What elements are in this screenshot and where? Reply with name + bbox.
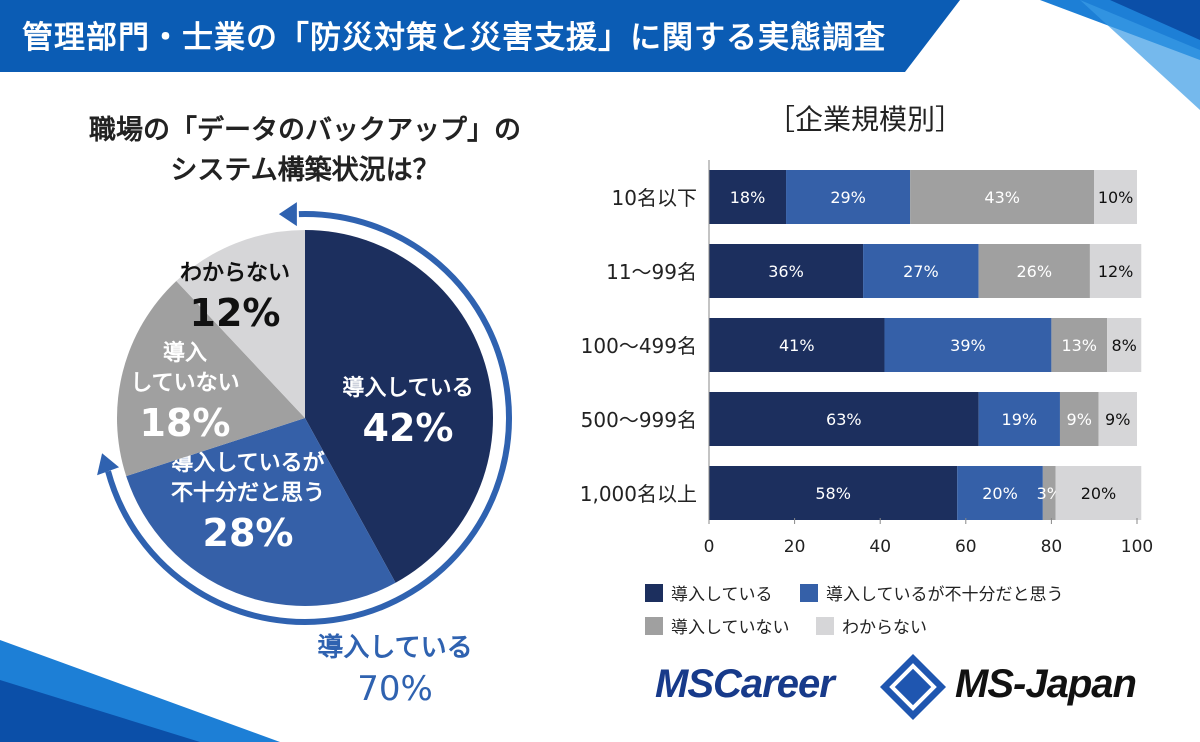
arrow-label: 導入している bbox=[317, 632, 472, 663]
pie-title-line-1: 職場の「データのバックアップ」の bbox=[89, 115, 521, 146]
bar-segment bbox=[709, 392, 979, 446]
data-label: 26% bbox=[1016, 262, 1052, 281]
legend-label: 導入していない bbox=[671, 618, 790, 638]
pie-slice-3 bbox=[176, 230, 305, 418]
bar-segment bbox=[1089, 244, 1142, 298]
data-label: 20% bbox=[1081, 484, 1117, 503]
bar-segment bbox=[978, 392, 1060, 446]
bar-segment bbox=[957, 466, 1043, 520]
bar-segment bbox=[709, 466, 958, 520]
pie-chart: 導入している 42% 導入しているが不十分だと思う 28% 導入していない 18% わからな… bbox=[97, 202, 512, 709]
bar-segment bbox=[709, 170, 787, 224]
bar-segment bbox=[1059, 392, 1099, 446]
pie-slice-label: 導入しているが bbox=[171, 450, 324, 476]
data-label: 3% bbox=[1037, 484, 1062, 503]
arrow-arc bbox=[105, 211, 512, 625]
bar-segment bbox=[1107, 318, 1142, 372]
x-tick-label: 100 bbox=[1121, 537, 1153, 557]
legend-label: 導入している bbox=[671, 585, 773, 605]
data-label: 18% bbox=[730, 188, 766, 207]
header-banner: 管理部門・士業の「防災対策と災害支援」に関する実態調査 bbox=[0, 0, 960, 72]
legend-item-2: 導入していない bbox=[645, 613, 790, 638]
bar-segment bbox=[1042, 466, 1056, 520]
legend-item-0: 導入している bbox=[645, 580, 773, 605]
legend-item-1: 導入しているが不十分だと思う bbox=[800, 580, 1064, 605]
category-label: 100～499名 bbox=[581, 334, 697, 358]
data-label: 29% bbox=[830, 188, 866, 207]
bar-segment bbox=[863, 244, 979, 298]
bar-segment bbox=[910, 170, 1095, 224]
pie-slice-1 bbox=[126, 418, 396, 606]
pie-slice-label: わからない bbox=[180, 261, 290, 286]
mscareer-logo: MSCareer bbox=[655, 662, 835, 706]
pie-slice-label: 不十分だと思う bbox=[171, 481, 325, 506]
data-label: 58% bbox=[815, 484, 851, 503]
data-label: 9% bbox=[1067, 410, 1092, 429]
bar-segment bbox=[1094, 170, 1137, 224]
legend-label: わからない bbox=[842, 618, 927, 638]
x-tick-label: 60 bbox=[955, 537, 977, 557]
pie-slice-value: 42% bbox=[363, 406, 454, 450]
category-label: 1,000名以上 bbox=[580, 482, 697, 506]
data-label: 27% bbox=[903, 262, 939, 281]
pie-title-line-2: システム構築状況は？ bbox=[170, 155, 440, 186]
arrow-value: 70% bbox=[357, 669, 433, 709]
pie-slice-value: 18% bbox=[140, 401, 231, 445]
category-label: 500～999名 bbox=[581, 408, 697, 432]
bar-segment bbox=[1051, 318, 1108, 372]
ms-japan-diamond-logo bbox=[880, 654, 946, 720]
corner-decoration bbox=[1040, 0, 1200, 110]
data-label: 63% bbox=[826, 410, 862, 429]
bottom-left-decoration bbox=[0, 640, 280, 742]
bar-chart-title: ［企業規模別］ bbox=[766, 103, 963, 136]
page-title: 管理部門・士業の「防災対策と災害支援」に関する実態調査 bbox=[22, 20, 886, 56]
ms-japan-logo: MS-Japan bbox=[955, 662, 1137, 706]
arrow-head-top-icon bbox=[278, 202, 297, 227]
data-label: 41% bbox=[779, 336, 815, 355]
data-label: 39% bbox=[950, 336, 986, 355]
arrow-head-bottom-icon bbox=[97, 453, 120, 476]
data-label: 36% bbox=[768, 262, 804, 281]
data-label: 19% bbox=[1002, 410, 1038, 429]
data-label: 13% bbox=[1061, 336, 1097, 355]
bar-chart: 10名以下 18% 29% 43% 10% 11～99名 36% 27% 26% 12% 100～4… bbox=[580, 160, 1153, 557]
x-tick-label: 40 bbox=[869, 537, 891, 557]
legend-label: 導入しているが不十分だと思う bbox=[826, 585, 1064, 605]
data-label: 8% bbox=[1111, 336, 1136, 355]
bar-segment bbox=[884, 318, 1052, 372]
pie-slice-label: していない bbox=[130, 371, 239, 396]
legend-item-3: わからない bbox=[816, 613, 927, 638]
pie-slice-label: 導入している bbox=[342, 375, 473, 401]
bar-segment bbox=[1055, 466, 1142, 520]
pie-slice-value: 12% bbox=[190, 291, 281, 335]
x-tick-label: 80 bbox=[1041, 537, 1063, 557]
x-tick-label: 20 bbox=[784, 537, 806, 557]
bar-segment bbox=[978, 244, 1090, 298]
category-label: 10名以下 bbox=[612, 186, 697, 210]
data-label: 12% bbox=[1098, 262, 1134, 281]
bar-segment bbox=[1098, 392, 1137, 446]
data-label: 20% bbox=[982, 484, 1018, 503]
bar-segment bbox=[709, 318, 885, 372]
pie-slice-0 bbox=[305, 230, 493, 583]
data-label: 43% bbox=[984, 188, 1020, 207]
bar-segment bbox=[709, 244, 864, 298]
pie-slice-2 bbox=[117, 280, 305, 477]
data-label: 10% bbox=[1098, 188, 1134, 207]
x-tick-label: 0 bbox=[704, 537, 715, 557]
bar-segment bbox=[786, 170, 911, 224]
category-label: 11～99名 bbox=[606, 260, 697, 284]
data-label: 9% bbox=[1105, 410, 1130, 429]
pie-slice-value: 28% bbox=[203, 511, 294, 555]
pie-slice-label: 導入 bbox=[163, 340, 207, 366]
